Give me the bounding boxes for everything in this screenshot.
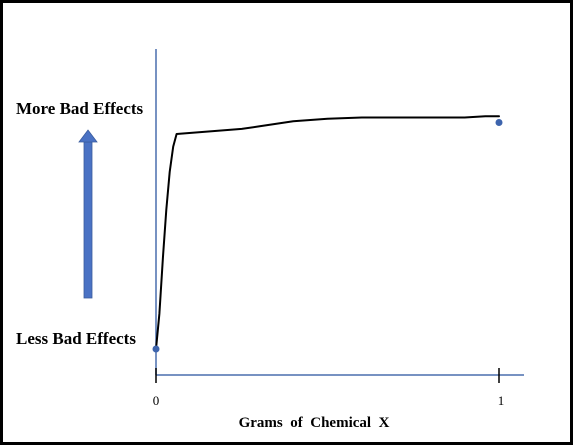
x-axis-label: Grams of Chemical X <box>239 415 390 431</box>
x-tick-label: 1 <box>498 393 505 408</box>
y-label-bottom: Less Bad Effects <box>16 329 136 348</box>
data-point <box>152 345 160 353</box>
data-point <box>495 119 503 127</box>
chart-canvas: More Bad Effects Less Bad Effects Grams … <box>16 49 524 431</box>
x-tick-label: 0 <box>153 393 160 408</box>
series-line <box>155 115 500 350</box>
y-label-top: More Bad Effects <box>16 99 144 118</box>
increase-arrow-icon <box>78 129 98 299</box>
